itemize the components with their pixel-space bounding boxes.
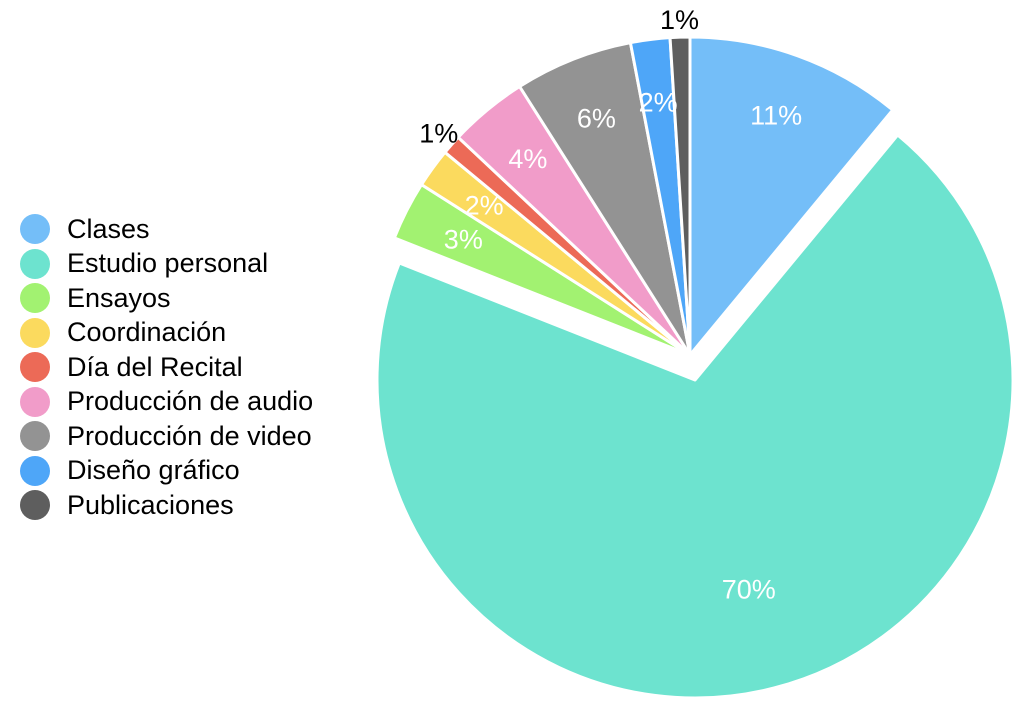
legend-label: Estudio personal bbox=[67, 248, 269, 279]
pie-slice-produccion-de-video bbox=[518, 41, 692, 357]
slice-value-label-estudio-personal: 70% bbox=[722, 574, 776, 604]
slice-value-label-diseno-grafico: 2% bbox=[639, 88, 678, 118]
legend-item-produccion-de-video: Producción de video bbox=[20, 419, 313, 454]
pie-slice-publicaciones bbox=[668, 35, 692, 357]
legend-swatch bbox=[20, 352, 50, 383]
legend-swatch bbox=[20, 490, 50, 521]
legend-swatch bbox=[20, 455, 50, 486]
chart-legend: Clases Estudio personal Ensayos Coordinació… bbox=[20, 212, 313, 523]
legend-label: Ensayos bbox=[67, 282, 171, 313]
pie-slice-estudio-personal bbox=[375, 133, 1015, 700]
legend-label: Producción de video bbox=[67, 420, 312, 451]
legend-label: Clases bbox=[67, 213, 150, 244]
legend-label: Producción de audio bbox=[67, 386, 314, 417]
legend-item-publicaciones: Publicaciones bbox=[20, 488, 313, 523]
legend-item-clases: Clases bbox=[20, 212, 313, 247]
legend-item-produccion-de-audio: Producción de audio bbox=[20, 385, 313, 420]
legend-item-diseno-grafico: Diseño gráfico bbox=[20, 454, 313, 489]
legend-item-dia-del-recital: Día del Recital bbox=[20, 350, 313, 385]
slice-value-label-ensayos: 3% bbox=[444, 225, 483, 255]
slice-value-label-clases: 11% bbox=[750, 101, 802, 131]
legend-swatch bbox=[20, 317, 50, 348]
legend-item-estudio-personal: Estudio personal bbox=[20, 247, 313, 282]
pie-slice-clases bbox=[688, 35, 895, 357]
slice-value-label-produccion-de-video: 6% bbox=[577, 103, 616, 133]
legend-label: Diseño gráfico bbox=[67, 455, 240, 486]
slice-value-label-publicaciones: 1% bbox=[660, 5, 699, 35]
slice-value-label-dia-del-recital: 1% bbox=[419, 118, 458, 148]
pie-value-labels: 11% 70% 3% 2% 1% 4% 6% 2% 1% bbox=[419, 5, 802, 604]
legend-item-coordinacion: Coordinación bbox=[20, 316, 313, 351]
legend-item-ensayos: Ensayos bbox=[20, 281, 313, 316]
pie-slices bbox=[375, 35, 1015, 700]
legend-swatch bbox=[20, 421, 50, 452]
slice-value-label-produccion-de-audio: 4% bbox=[508, 144, 547, 174]
legend-swatch bbox=[20, 214, 50, 245]
legend-swatch bbox=[20, 283, 50, 314]
legend-label: Coordinación bbox=[67, 317, 227, 348]
slice-value-label-coordinacion: 2% bbox=[465, 190, 504, 220]
legend-swatch bbox=[20, 248, 50, 279]
legend-label: Publicaciones bbox=[67, 489, 234, 520]
legend-swatch bbox=[20, 386, 50, 417]
legend-label: Día del Recital bbox=[67, 351, 243, 382]
